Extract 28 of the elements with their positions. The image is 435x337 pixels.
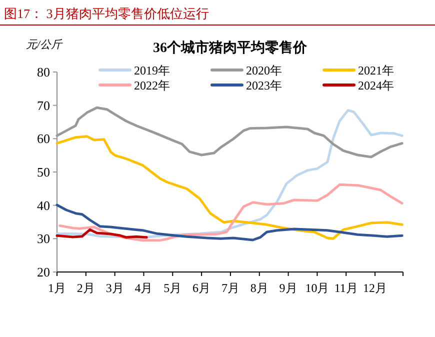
legend-label: 2021年 bbox=[358, 64, 394, 78]
legend-label: 2019年 bbox=[134, 64, 170, 78]
y-tick-label: 70 bbox=[37, 98, 50, 113]
x-tick-label: 6月 bbox=[192, 281, 211, 295]
legend-label: 2023年 bbox=[246, 78, 282, 92]
legend-label: 2022年 bbox=[134, 78, 170, 92]
x-tick-label: 12月 bbox=[363, 281, 388, 295]
x-tick-label: 9月 bbox=[279, 281, 298, 295]
chart-title: 图17： 3月猪肉平均零售价低位运行 bbox=[4, 6, 209, 21]
y-tick-label: 50 bbox=[37, 164, 50, 180]
x-tick-label: 5月 bbox=[164, 281, 182, 295]
y-axis-title: 元/公斤 bbox=[26, 38, 64, 51]
x-tick-label: 1月 bbox=[48, 281, 66, 295]
x-tick-label: 2月 bbox=[76, 281, 95, 295]
x-tick-label: 3月 bbox=[106, 281, 124, 295]
y-tick-label: 60 bbox=[37, 131, 50, 146]
y-tick-label: 30 bbox=[37, 231, 50, 246]
x-tick-label: 10月 bbox=[305, 281, 330, 295]
chart-subtitle: 36个城市猪肉平均零售价 bbox=[153, 39, 308, 56]
x-tick-label: 7月 bbox=[221, 281, 240, 295]
legend-label: 2024年 bbox=[358, 78, 394, 92]
y-tick-label: 40 bbox=[37, 198, 50, 213]
x-tick-label: 8月 bbox=[250, 281, 268, 295]
x-tick-label: 4月 bbox=[134, 281, 153, 295]
y-tick-label: 80 bbox=[37, 64, 50, 80]
legend-label: 2020年 bbox=[246, 64, 282, 78]
x-tick-label: 11月 bbox=[334, 281, 358, 295]
y-tick-label: 20 bbox=[37, 264, 50, 280]
